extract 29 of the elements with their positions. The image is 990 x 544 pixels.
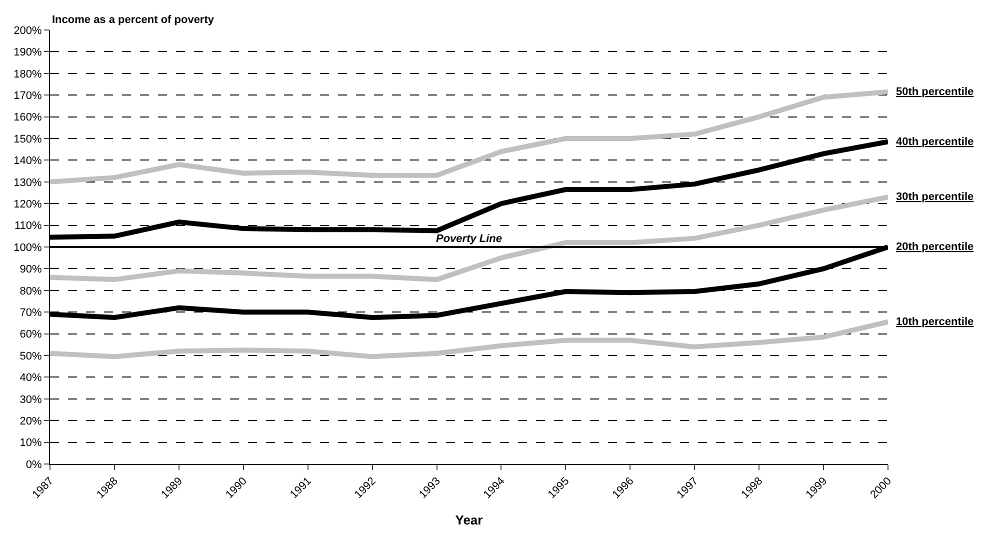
- y-tick-label: 40%: [20, 372, 42, 384]
- ref-line-label: Poverty Line: [436, 233, 502, 245]
- y-tick-label: 100%: [14, 242, 42, 254]
- series-label: 50th percentile: [896, 86, 974, 98]
- y-tick-label: 200%: [14, 24, 42, 37]
- y-tick-label: 150%: [14, 133, 42, 146]
- y-tick-label: 90%: [20, 264, 42, 276]
- y-tick-label: 10%: [20, 437, 42, 450]
- y-tick-label: 130%: [14, 176, 42, 189]
- y-tick-label: 180%: [14, 68, 42, 80]
- y-tick-label: 50%: [20, 350, 42, 362]
- x-axis-title: Year: [455, 512, 483, 528]
- y-tick-label: 60%: [20, 328, 42, 341]
- y-tick-label: 70%: [20, 306, 42, 319]
- y-tick-label: 140%: [14, 155, 42, 168]
- y-tick-label: 80%: [20, 285, 42, 298]
- series-label: 20th percentile: [896, 241, 974, 253]
- series-label: 30th percentile: [896, 191, 974, 203]
- y-tick-label: 30%: [20, 394, 42, 406]
- y-tick-label: 160%: [14, 112, 42, 124]
- y-tick-label: 170%: [14, 90, 42, 102]
- series-label: 40th percentile: [896, 136, 974, 148]
- y-axis-title: Income as a percent of poverty: [52, 14, 215, 26]
- y-tick-label: 190%: [14, 46, 42, 59]
- y-tick-label: 20%: [20, 415, 42, 428]
- y-tick-label: 120%: [14, 198, 42, 210]
- series-label: 10th percentile: [896, 316, 974, 328]
- y-tick-label: 0%: [26, 458, 42, 471]
- y-tick-label: 110%: [14, 220, 42, 232]
